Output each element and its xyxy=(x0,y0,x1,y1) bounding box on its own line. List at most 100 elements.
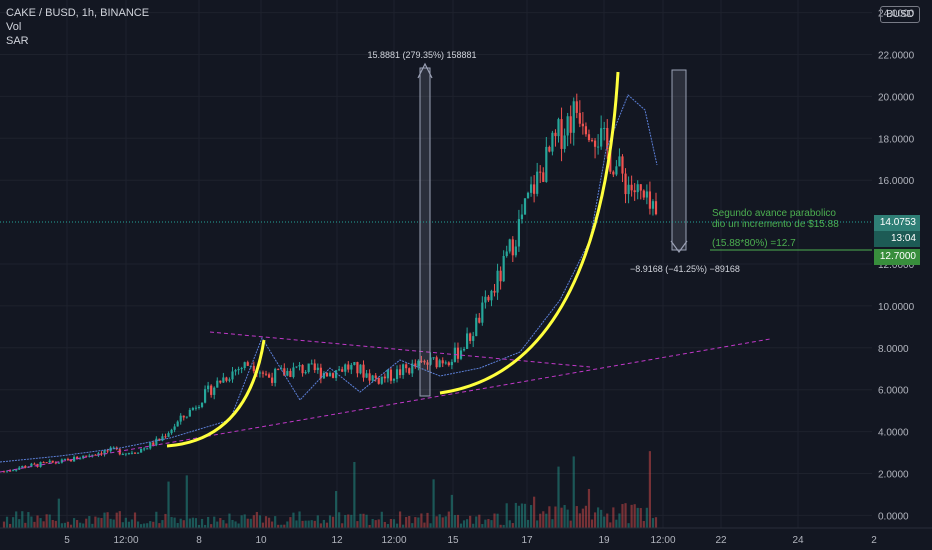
volume-bar xyxy=(118,511,121,528)
second-move-label: −8.9168 (−41.25%) −89168 xyxy=(630,264,740,274)
candle-body xyxy=(517,219,520,247)
candle-body xyxy=(149,442,152,449)
volume-bar xyxy=(103,512,106,528)
candle-body xyxy=(258,372,262,374)
indicator-sar[interactable]: SAR xyxy=(6,35,29,47)
volume-bar xyxy=(551,519,554,528)
candle-body xyxy=(520,214,524,220)
candle-body xyxy=(313,363,316,371)
indicator-vol[interactable]: Vol xyxy=(6,21,22,33)
candle-body xyxy=(42,462,45,464)
first-move-label: 15.8881 (279.35%) 158881 xyxy=(367,50,476,60)
volume-bar xyxy=(2,521,6,528)
volume-bar xyxy=(72,518,76,528)
volume-bar xyxy=(600,509,603,528)
candle-body xyxy=(51,460,54,463)
candle-body xyxy=(283,368,286,376)
volume-bar xyxy=(143,523,146,528)
symbol-title[interactable]: CAKE / BUSD, 1h, BINANCE xyxy=(6,7,150,19)
volume-bar xyxy=(222,520,225,528)
volume-bar xyxy=(408,516,411,528)
time-tick-label: 19 xyxy=(598,535,610,546)
candle-body xyxy=(447,362,450,366)
candle-body xyxy=(414,363,417,367)
arrow-down-head xyxy=(670,240,688,254)
candle-body xyxy=(191,408,194,410)
volume-bar xyxy=(432,479,435,528)
volume-bar xyxy=(45,514,48,528)
candle-body xyxy=(182,415,185,418)
volume-bar xyxy=(82,523,85,528)
volume-bar xyxy=(447,511,450,528)
volume-bars xyxy=(2,451,658,528)
candle-body xyxy=(502,255,505,282)
candle-body xyxy=(609,149,612,172)
candle-body xyxy=(511,239,514,256)
candle-body xyxy=(374,375,377,379)
candle-body xyxy=(557,119,560,137)
last-price-tag: 14.0753 xyxy=(874,215,920,231)
candle-body xyxy=(481,302,484,323)
volume-bar xyxy=(334,491,338,528)
candle-body xyxy=(560,119,563,149)
volume-bar xyxy=(158,523,161,528)
volume-bar xyxy=(97,517,100,528)
candle-body xyxy=(514,246,517,256)
candle-body xyxy=(478,317,481,323)
volume-bar xyxy=(69,524,73,528)
candle-body xyxy=(82,455,85,459)
candle-body xyxy=(316,367,319,371)
volume-bar xyxy=(277,524,280,528)
volume-bar xyxy=(298,511,301,528)
candle-body xyxy=(411,363,414,374)
candle-body xyxy=(21,466,24,468)
volume-bar xyxy=(170,517,173,528)
candle-body xyxy=(66,458,70,460)
candle-body xyxy=(539,171,542,173)
volume-bar xyxy=(94,516,97,528)
price-tick-label: 2.0000 xyxy=(878,470,909,481)
candle-body xyxy=(529,184,533,193)
volume-bar xyxy=(609,522,612,528)
volume-bar xyxy=(182,520,185,528)
volume-bar xyxy=(359,513,362,528)
volume-bar xyxy=(225,523,228,528)
volume-bar xyxy=(496,513,499,528)
candle-body xyxy=(124,453,127,455)
volume-bar xyxy=(420,513,423,528)
volume-bar xyxy=(514,502,517,528)
candle-body xyxy=(484,296,487,303)
candle-body xyxy=(228,379,231,381)
volume-bar xyxy=(283,524,286,528)
volume-bar xyxy=(310,520,313,528)
volume-bar xyxy=(475,516,478,528)
candle-body xyxy=(8,470,12,472)
sar-line xyxy=(0,94,658,463)
volume-bar xyxy=(243,514,246,528)
volume-bar xyxy=(234,521,237,528)
candle-body xyxy=(581,123,584,127)
volume-bar xyxy=(490,520,493,528)
volume-bar xyxy=(374,520,377,528)
volume-bar xyxy=(289,517,292,528)
volume-bar xyxy=(444,516,447,528)
candle-body xyxy=(97,453,100,455)
currency-badge[interactable]: BUSD xyxy=(880,6,920,23)
volume-bar xyxy=(502,524,505,528)
volume-bar xyxy=(176,523,179,528)
candle-body xyxy=(615,166,618,175)
time-tick-label: 17 xyxy=(521,535,533,546)
volume-bar xyxy=(18,519,21,528)
volume-bar xyxy=(426,512,429,528)
candle-body xyxy=(356,362,359,374)
price-axis-bg xyxy=(872,0,932,550)
price-tick-label: 10.0000 xyxy=(878,302,915,313)
volume-bar xyxy=(185,475,188,528)
candle-body xyxy=(651,201,655,209)
time-tick-label: 24 xyxy=(792,535,804,546)
candle-body xyxy=(383,376,386,379)
volume-bar xyxy=(161,520,164,528)
candle-body xyxy=(475,317,478,337)
candle-body xyxy=(271,377,274,383)
